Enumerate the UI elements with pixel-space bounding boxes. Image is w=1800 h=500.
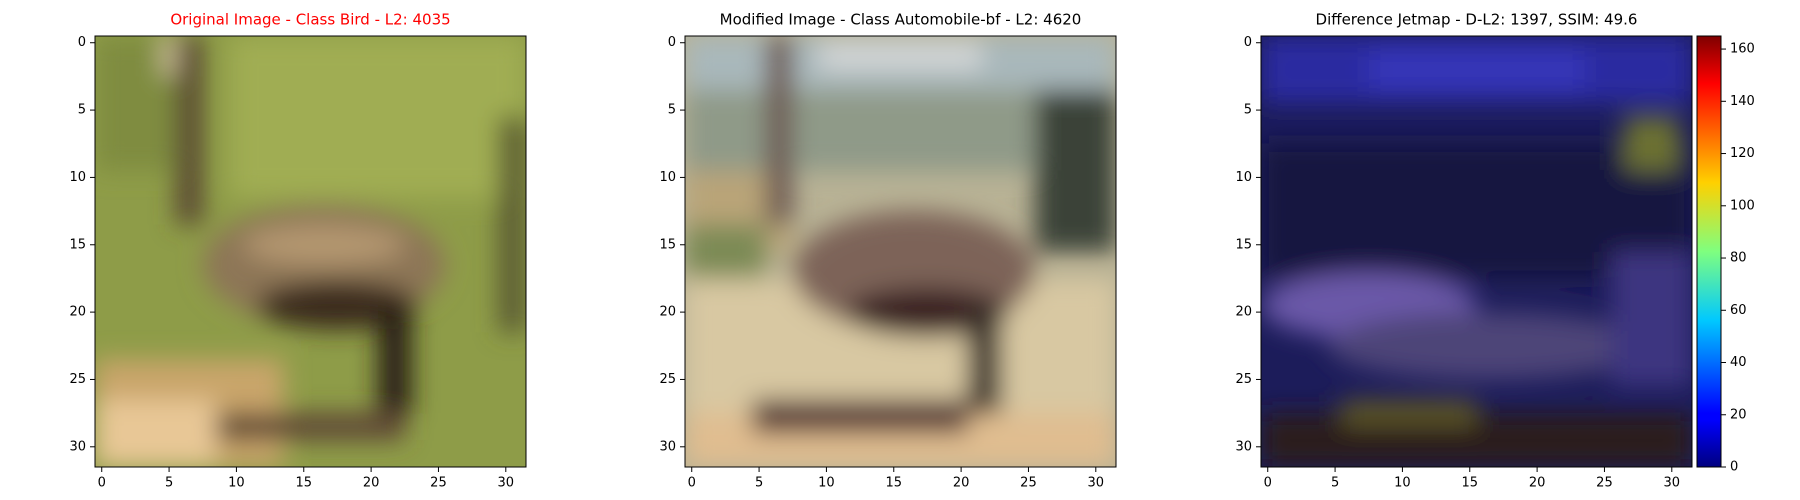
x-tick-label: 30 (1088, 476, 1105, 491)
x-tick-label: 25 (1020, 476, 1037, 491)
y-tick-label: 30 (659, 439, 676, 454)
colorbar-tick-label: 40 (1730, 355, 1747, 370)
panel-title: Modified Image - Class Automobile-bf - L… (720, 11, 1082, 29)
y-tick-label: 25 (1235, 372, 1252, 387)
x-tick-label: 20 (1529, 476, 1546, 491)
x-tick-label: 0 (688, 476, 696, 491)
image-original (95, 36, 526, 467)
panel-title: Original Image - Class Bird - L2: 4035 (170, 11, 450, 29)
colorbar-tick-label: 60 (1730, 303, 1747, 318)
colorbar-tick-label: 140 (1730, 94, 1755, 109)
y-tick-label: 5 (78, 103, 86, 118)
y-tick-label: 10 (1235, 170, 1252, 185)
y-tick-label: 0 (1244, 35, 1252, 50)
axes-frame (684, 35, 1117, 468)
image-difference (1261, 36, 1692, 467)
y-tick-label: 20 (1235, 305, 1252, 320)
x-tick-label: 5 (165, 476, 173, 491)
x-tick-label: 5 (1331, 476, 1339, 491)
y-tick-label: 15 (1235, 237, 1252, 252)
colorbar-tick-label: 120 (1730, 146, 1755, 161)
image-modified (685, 36, 1116, 467)
x-tick-label: 15 (295, 476, 312, 491)
x-tick-label: 30 (498, 476, 515, 491)
x-tick-label: 10 (228, 476, 245, 491)
y-tick-label: 15 (659, 237, 676, 252)
axes-frame (94, 35, 527, 468)
y-tick-label: 30 (1235, 439, 1252, 454)
colorbar-tick-label: 160 (1730, 42, 1755, 57)
y-tick-label: 0 (78, 35, 86, 50)
x-tick-label: 0 (98, 476, 106, 491)
y-tick-label: 30 (69, 439, 86, 454)
y-tick-label: 25 (69, 372, 86, 387)
y-tick-label: 20 (659, 305, 676, 320)
y-tick-label: 20 (69, 305, 86, 320)
y-tick-label: 5 (668, 103, 676, 118)
x-tick-label: 10 (1394, 476, 1411, 491)
colorbar-tick-label: 0 (1730, 460, 1738, 475)
y-tick-label: 5 (1244, 103, 1252, 118)
y-tick-label: 10 (69, 170, 86, 185)
x-tick-label: 20 (363, 476, 380, 491)
x-tick-label: 5 (755, 476, 763, 491)
x-tick-label: 15 (1461, 476, 1478, 491)
colorbar (1696, 35, 1722, 468)
x-tick-label: 25 (1596, 476, 1613, 491)
colorbar-tick-label: 20 (1730, 407, 1747, 422)
panel-title: Difference Jetmap - D-L2: 1397, SSIM: 49… (1316, 11, 1638, 29)
y-tick-label: 15 (69, 237, 86, 252)
colorbar-tick-label: 100 (1730, 198, 1755, 213)
y-tick-label: 25 (659, 372, 676, 387)
x-tick-label: 20 (953, 476, 970, 491)
x-tick-label: 10 (818, 476, 835, 491)
y-tick-label: 10 (659, 170, 676, 185)
x-tick-label: 15 (885, 476, 902, 491)
x-tick-label: 30 (1664, 476, 1681, 491)
colorbar-tick-label: 80 (1730, 251, 1747, 266)
y-tick-label: 0 (668, 35, 676, 50)
x-tick-label: 25 (430, 476, 447, 491)
x-tick-label: 0 (1264, 476, 1272, 491)
axes-frame (1260, 35, 1693, 468)
